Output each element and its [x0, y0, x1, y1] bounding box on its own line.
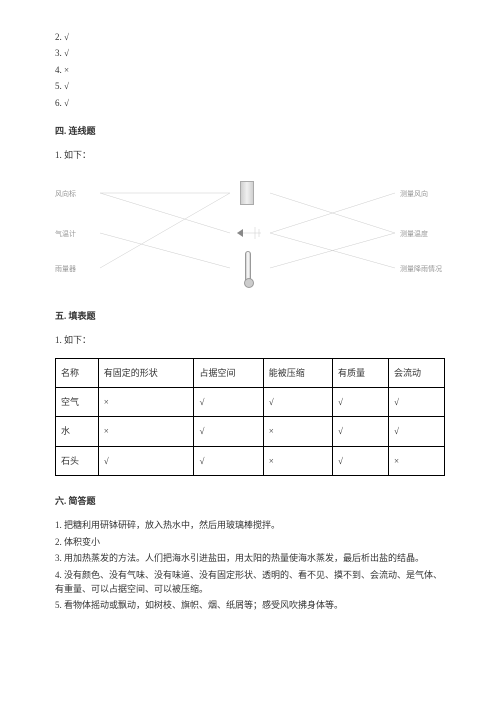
table-header: 占据空间: [194, 358, 263, 387]
answer-num: 4.: [55, 65, 62, 75]
answer-item: 4. ×: [55, 63, 445, 77]
table-header: 会流动: [388, 358, 444, 387]
section6-heading: 六. 简答题: [55, 494, 445, 508]
qa-answers: 1. 把糖利用研钵研碎，放入热水中，然后用玻璃棒搅拌。 2. 体积变小 3. 用…: [55, 518, 445, 612]
table-cell: √: [194, 387, 263, 416]
right-label: 测量降雨情况: [400, 264, 442, 275]
right-label: 测量风向: [400, 189, 428, 200]
table-cell: 石头: [56, 446, 99, 475]
answer-mark: √: [64, 48, 69, 58]
table-cell: √: [194, 417, 263, 446]
table-cell: √: [332, 446, 388, 475]
section5-sub: 1. 如下：: [55, 333, 445, 347]
table-cell: ×: [263, 446, 332, 475]
section5-heading: 五. 填表题: [55, 309, 445, 323]
section4-heading: 四. 连线题: [55, 124, 445, 138]
properties-table: 名称 有固定的形状 占据空间 能被压缩 有质量 会流动 空气 × √ √ √ √…: [55, 358, 445, 477]
table-row: 水 × √ × √ √: [56, 417, 445, 446]
left-label: 雨量器: [55, 264, 76, 275]
table-header: 有固定的形状: [98, 358, 194, 387]
left-label: 气温计: [55, 229, 76, 240]
answer-mark: √: [64, 32, 69, 42]
table-cell: √: [194, 446, 263, 475]
qa-item: 5. 看物体摇动或飘动，如树枝、旗帜、烟、纸屑等；感受风吹拂身体等。: [55, 598, 445, 612]
table-header: 有质量: [332, 358, 388, 387]
answer-mark: √: [64, 98, 69, 108]
table-cell: √: [388, 417, 444, 446]
right-label: 测量温度: [400, 229, 428, 240]
table-header: 名称: [56, 358, 99, 387]
cylinder-icon: [240, 181, 254, 205]
left-label: 风向标: [55, 189, 76, 200]
table-cell: √: [332, 417, 388, 446]
answer-item: 2. √: [55, 30, 445, 44]
table-cell: ×: [98, 417, 194, 446]
answer-item: 6. √: [55, 96, 445, 110]
table-header: 能被压缩: [263, 358, 332, 387]
table-row: 空气 × √ √ √ √: [56, 387, 445, 416]
answer-num: 2.: [55, 32, 62, 42]
section4-sub: 1. 如下：: [55, 148, 445, 162]
table-cell: ×: [263, 417, 332, 446]
answer-item: 5. √: [55, 79, 445, 93]
table-header-row: 名称 有固定的形状 占据空间 能被压缩 有质量 会流动: [56, 358, 445, 387]
qa-item: 4. 没有颜色、没有气味、没有味道、没有固定形状、透明的、看不见、摸不到、会流动…: [55, 568, 445, 597]
qa-item: 1. 把糖利用研钵研碎，放入热水中，然后用玻璃棒搅拌。: [55, 518, 445, 532]
answer-mark: ×: [64, 65, 69, 75]
table-cell: √: [263, 387, 332, 416]
answer-item: 3. √: [55, 46, 445, 60]
qa-item: 2. 体积变小: [55, 535, 445, 549]
table-row: 石头 √ √ × √ ×: [56, 446, 445, 475]
qa-item: 3. 用加热蒸发的方法。人们把海水引进盐田，用太阳的热量使海水蒸发，最后析出盐的…: [55, 551, 445, 565]
table-cell: 空气: [56, 387, 99, 416]
table-cell: ×: [98, 387, 194, 416]
answer-num: 3.: [55, 48, 62, 58]
table-cell: √: [388, 387, 444, 416]
answer-mark: √: [64, 81, 69, 91]
answer-num: 5.: [55, 81, 62, 91]
thermometer-icon: [245, 251, 251, 287]
table-cell: √: [332, 387, 388, 416]
table-cell: √: [98, 446, 194, 475]
matching-diagram: 风向标 气温计 雨量器 测量风向 测量温度 测量降雨情况: [55, 173, 445, 293]
table-cell: ×: [388, 446, 444, 475]
judgment-answers: 2. √ 3. √ 4. × 5. √ 6. √: [55, 30, 445, 110]
answer-num: 6.: [55, 98, 62, 108]
table-cell: 水: [56, 417, 99, 446]
arrow-icon: [235, 225, 265, 245]
